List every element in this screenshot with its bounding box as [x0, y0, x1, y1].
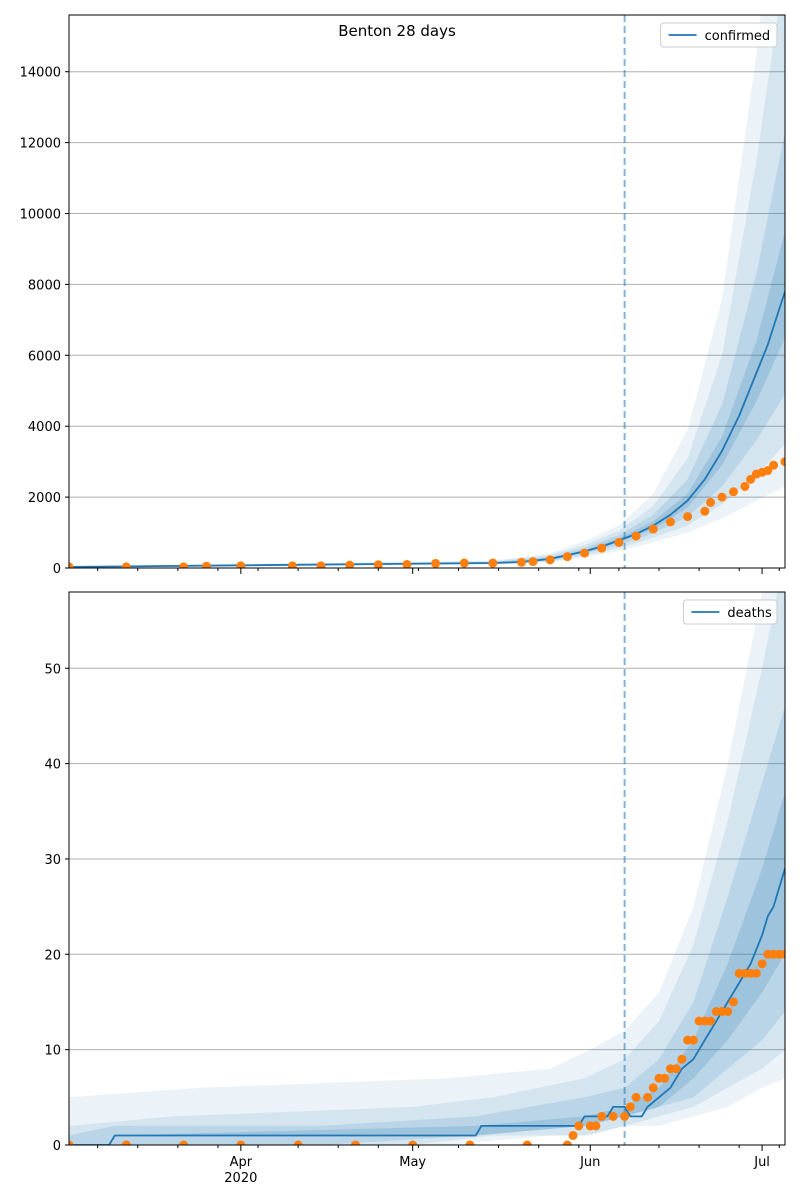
top-y-tick-label: 8000: [28, 278, 61, 293]
top-observed-point: [597, 543, 607, 553]
top-observed-point: [717, 492, 727, 502]
top-observed-point: [402, 559, 412, 568]
top-y-tick-label: 6000: [28, 349, 61, 364]
bottom-observed-point: [522, 1140, 532, 1145]
bottom-observed-point: [350, 1140, 360, 1145]
bottom-observed-point: [69, 1140, 74, 1145]
chart-title: Benton 28 days: [338, 22, 456, 40]
top-observed-point: [614, 537, 624, 547]
bottom-legend-label: deaths: [727, 606, 772, 621]
bottom-y-tick-label: 10: [44, 1044, 61, 1059]
top-legend-box: [660, 22, 778, 48]
bottom-median-line: [69, 868, 785, 1145]
bottom-observed-point: [408, 1140, 418, 1145]
bottom-axes-frame: [68, 591, 786, 1146]
bottom-observed-point: [574, 1121, 584, 1131]
bottom-observed-point: [631, 1092, 641, 1102]
top-y-tick-label: 10000: [20, 208, 61, 223]
bottom-observed-point: [179, 1140, 189, 1145]
top-observed-point: [488, 558, 498, 568]
top-interval-band-4: [69, 15, 785, 568]
bottom-observed-point: [757, 959, 767, 969]
top-observed-point: [700, 506, 710, 516]
bottom-observed-point: [568, 1130, 578, 1140]
top-observed-point: [373, 560, 383, 568]
top-observed-point: [345, 560, 355, 568]
top-observed-point: [201, 561, 211, 568]
top-observed-point: [631, 531, 641, 541]
bottom-observed-point: [751, 968, 761, 978]
top-observed-point: [746, 474, 756, 484]
bottom-observed-point: [608, 1111, 618, 1121]
top-observed-point: [121, 562, 131, 568]
bottom-observed-point: [236, 1140, 246, 1145]
bottom-observed-point: [620, 1111, 630, 1121]
x-tick-label: May: [399, 1155, 426, 1170]
bottom-y-tick-label: 30: [44, 853, 61, 868]
bottom-y-tick-label: 20: [44, 948, 61, 963]
bottom-observed-point: [591, 1121, 601, 1131]
top-axes-frame: [68, 14, 786, 569]
top-observed-point: [780, 457, 785, 467]
top-observed-point: [683, 512, 693, 522]
x-tick-label: Apr: [230, 1155, 253, 1170]
top-observed-point: [528, 557, 538, 567]
top-observed-point: [665, 517, 675, 527]
bottom-observed-point: [660, 1073, 670, 1083]
bottom-observed-point: [597, 1111, 607, 1121]
top-y-tick-label: 14000: [20, 66, 61, 81]
top-observed-point: [769, 460, 779, 470]
bottom-observed-point: [706, 1016, 716, 1026]
top-legend-label: confirmed: [705, 29, 771, 44]
top-observed-point: [562, 552, 572, 562]
bottom-observed-point: [728, 997, 738, 1007]
top-observed-point: [580, 548, 590, 558]
bottom-observed-point: [677, 1054, 687, 1064]
bottom-interval-band-4: [69, 592, 785, 1145]
bottom-observed-point: [643, 1092, 653, 1102]
bottom-legend-box: [682, 599, 778, 625]
top-observed-point: [236, 561, 246, 568]
bottom-y-tick-label: 50: [44, 662, 61, 677]
top-plot-area: [69, 15, 785, 568]
bottom-observed-point: [121, 1140, 131, 1145]
top-observed-point: [287, 561, 297, 568]
top-observed-point: [316, 561, 326, 568]
top-observed-point: [545, 555, 555, 565]
bottom-observed-point: [723, 1007, 733, 1017]
bottom-interval-band-3: [69, 592, 785, 1145]
top-y-tick-label: 12000: [20, 137, 61, 152]
top-y-tick-label: 0: [53, 562, 61, 577]
bottom-observed-point: [780, 949, 785, 959]
top-observed-point: [431, 558, 441, 568]
top-observed-point: [459, 558, 469, 568]
bottom-y-tick-label: 0: [53, 1139, 61, 1154]
top-observed-point: [763, 466, 773, 476]
x-tick-label: Jul: [753, 1155, 770, 1170]
top-observed-point: [728, 487, 738, 497]
x-tick-label: Jun: [579, 1155, 600, 1170]
top-observed-point: [179, 562, 189, 568]
top-observed-point: [740, 481, 750, 491]
bottom-observed-point: [465, 1140, 475, 1145]
top-observed-point: [706, 497, 716, 507]
bottom-observed-point: [625, 1102, 635, 1112]
bottom-observed-point: [688, 1035, 698, 1045]
bottom-plot-area: [69, 592, 785, 1145]
bottom-y-tick-label: 40: [44, 758, 61, 773]
top-observed-point: [517, 557, 527, 567]
bottom-observed-point: [648, 1083, 658, 1093]
x-tick-year-label: 2020: [224, 1171, 257, 1186]
bottom-observed-point: [671, 1064, 681, 1074]
bottom-observed-point: [562, 1140, 572, 1145]
top-observed-point: [69, 562, 74, 568]
top-y-tick-label: 4000: [28, 420, 61, 435]
top-y-tick-label: 2000: [28, 491, 61, 506]
bottom-observed-point: [293, 1140, 303, 1145]
top-observed-point: [648, 524, 658, 534]
